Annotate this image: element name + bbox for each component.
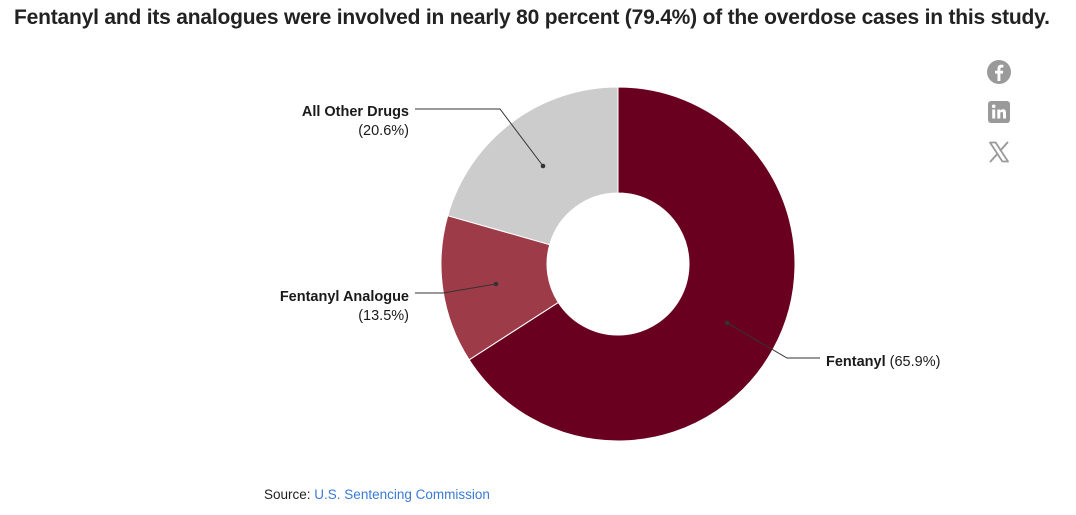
data-label-value: (65.9%) [886,354,941,370]
donut-chart: Fentanyl (65.9%) Fentanyl Analogue (13.5%)… [280,86,940,442]
data-label-fentanyl: Fentanyl (65.9%) [826,354,940,370]
x-icon [989,141,1009,163]
slice-fentanyl[interactable] [468,86,796,442]
data-label-fentanyl-analogue: Fentanyl Analogue (13.5%) [280,289,409,324]
leader-line-fentanyl-analogue [415,283,497,294]
data-label-value: (20.6%) [358,123,409,139]
leader-line-fentanyl [726,322,820,359]
source-link[interactable]: U.S. Sentencing Commission [314,487,490,502]
source-label: Source: [264,487,311,502]
slice-all-other-drugs[interactable] [447,86,619,246]
data-label-name: Fentanyl Analogue [280,289,409,305]
leader-dot-fentanyl-analogue [493,281,499,287]
leader-dot-fentanyl [724,320,730,326]
leader-dot-all-other-drugs [540,163,546,169]
data-label-name: Fentanyl [826,354,886,370]
facebook-share-button[interactable] [986,59,1012,85]
data-label-value: (13.5%) [358,308,409,324]
slice-fentanyl-analogue[interactable] [440,215,559,361]
data-label-all-other-drugs: All Other Drugs (20.6%) [302,104,409,139]
data-label-name: All Other Drugs [302,104,409,120]
facebook-icon [987,60,1011,84]
linkedin-icon [988,101,1010,123]
x-share-button[interactable] [986,139,1012,165]
linkedin-share-button[interactable] [986,99,1012,125]
source-line: Source: U.S. Sentencing Commission [264,487,490,502]
leader-line-all-other-drugs [415,108,544,167]
chart-title: Fentanyl and its analogues were involved… [14,6,1050,29]
